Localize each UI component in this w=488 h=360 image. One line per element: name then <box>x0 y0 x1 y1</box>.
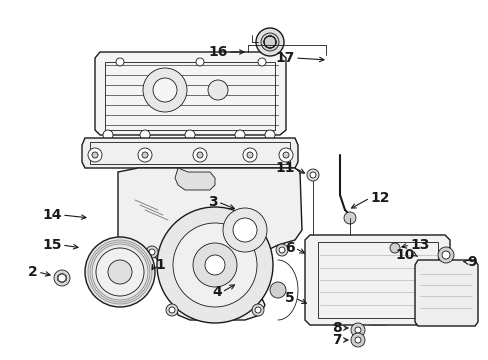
Circle shape <box>283 152 288 158</box>
Text: 9: 9 <box>466 255 476 269</box>
Circle shape <box>85 237 155 307</box>
Polygon shape <box>305 235 449 325</box>
Circle shape <box>232 218 257 242</box>
Circle shape <box>54 270 70 286</box>
Circle shape <box>261 33 279 51</box>
Circle shape <box>146 246 158 258</box>
Polygon shape <box>175 168 215 190</box>
Circle shape <box>142 152 148 158</box>
Circle shape <box>153 78 177 102</box>
Circle shape <box>204 255 224 275</box>
Text: 3: 3 <box>208 195 218 209</box>
Circle shape <box>279 148 292 162</box>
Circle shape <box>149 249 155 255</box>
Text: 4: 4 <box>212 285 222 299</box>
Text: 14: 14 <box>42 208 62 222</box>
Circle shape <box>142 68 186 112</box>
Circle shape <box>269 282 285 298</box>
Circle shape <box>92 152 98 158</box>
Polygon shape <box>82 138 297 168</box>
Text: 13: 13 <box>409 238 428 252</box>
Text: 17: 17 <box>275 51 294 65</box>
Circle shape <box>184 130 195 140</box>
Circle shape <box>169 307 175 313</box>
Circle shape <box>108 260 132 284</box>
Circle shape <box>350 333 364 347</box>
Circle shape <box>193 148 206 162</box>
Circle shape <box>58 274 66 282</box>
Text: 5: 5 <box>285 291 294 305</box>
Circle shape <box>165 304 178 316</box>
Polygon shape <box>118 168 302 320</box>
Circle shape <box>197 152 203 158</box>
Circle shape <box>207 80 227 100</box>
Circle shape <box>157 207 272 323</box>
Text: 6: 6 <box>285 241 294 255</box>
Text: 12: 12 <box>369 191 389 205</box>
Circle shape <box>275 244 287 256</box>
Circle shape <box>140 130 150 140</box>
Circle shape <box>251 304 264 316</box>
Circle shape <box>223 208 266 252</box>
Text: 1: 1 <box>155 258 164 272</box>
Circle shape <box>350 323 364 337</box>
Circle shape <box>389 243 399 253</box>
Polygon shape <box>95 52 285 135</box>
Text: 11: 11 <box>275 161 294 175</box>
Circle shape <box>441 251 449 259</box>
Circle shape <box>306 169 318 181</box>
Text: 15: 15 <box>42 238 62 252</box>
Circle shape <box>138 148 152 162</box>
Text: 7: 7 <box>332 333 341 347</box>
Text: 8: 8 <box>331 321 341 335</box>
Text: 16: 16 <box>208 45 227 59</box>
Circle shape <box>96 248 143 296</box>
Circle shape <box>258 58 265 66</box>
Polygon shape <box>414 260 477 326</box>
Circle shape <box>196 58 203 66</box>
Circle shape <box>264 130 274 140</box>
Circle shape <box>243 148 257 162</box>
Circle shape <box>309 172 315 178</box>
Circle shape <box>88 148 102 162</box>
Circle shape <box>193 243 237 287</box>
Circle shape <box>235 130 244 140</box>
Circle shape <box>116 58 124 66</box>
Circle shape <box>103 130 113 140</box>
Circle shape <box>279 247 285 253</box>
Circle shape <box>256 28 284 56</box>
Circle shape <box>354 327 360 333</box>
Circle shape <box>246 152 252 158</box>
Circle shape <box>437 247 453 263</box>
Circle shape <box>343 212 355 224</box>
Circle shape <box>173 223 257 307</box>
Text: 2: 2 <box>28 265 38 279</box>
Circle shape <box>354 337 360 343</box>
Circle shape <box>254 307 261 313</box>
Text: 10: 10 <box>395 248 414 262</box>
